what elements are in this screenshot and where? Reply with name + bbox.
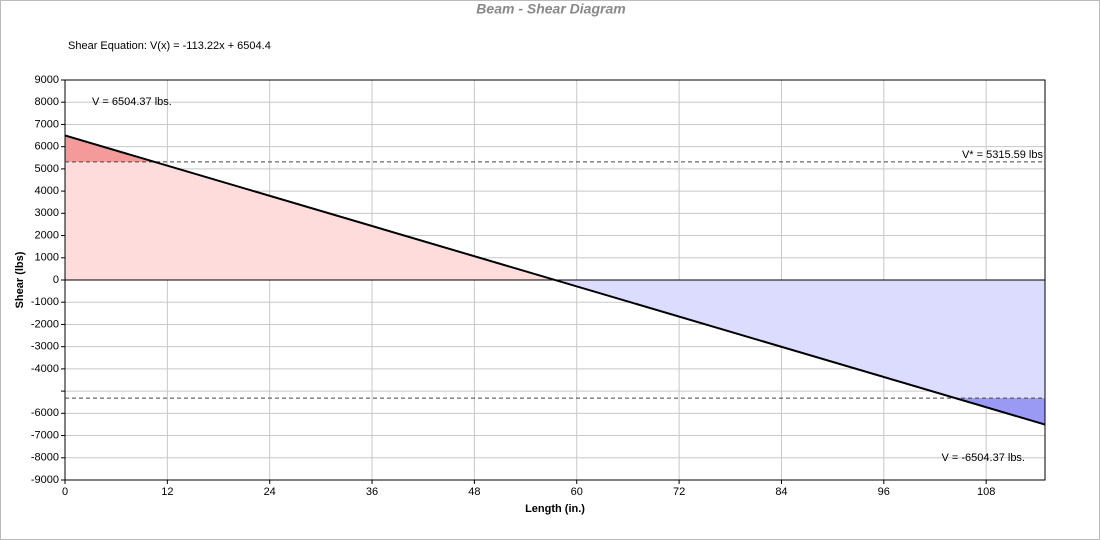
y-tick-label: -8000 [31, 452, 59, 464]
equation: Shear Equation: V(x) = -113.22x + 6504.4 [68, 40, 271, 52]
y-tick-label: -4000 [31, 363, 59, 375]
y-tick-label: -7000 [31, 429, 59, 441]
plot-border [64, 79, 1046, 481]
y-tick-label: 2000 [35, 229, 59, 241]
y-tick-label: -9000 [31, 474, 59, 486]
y-tick-label: 0 [53, 274, 59, 286]
y-tick-label: 7000 [35, 118, 59, 130]
y-tick-label: -3000 [31, 341, 59, 353]
y-tick-label: 9000 [35, 74, 59, 86]
x-axis-title: Length (in.) [525, 503, 585, 515]
x-tick-label: 24 [264, 486, 276, 498]
y-tick-label: 5000 [35, 163, 59, 175]
x-tick-label: 96 [878, 486, 890, 498]
y-tick-label: 3000 [35, 207, 59, 219]
x-tick-label: 60 [571, 486, 583, 498]
x-tick-label: 84 [775, 486, 787, 498]
y-axis-title: Shear (lbs) [14, 251, 26, 308]
x-tick-label: 12 [161, 486, 173, 498]
y-tick-label: 6000 [35, 141, 59, 153]
x-tick-label: 36 [366, 486, 378, 498]
y-tick-label: 4000 [35, 185, 59, 197]
y-tick-label: 8000 [35, 96, 59, 108]
shear-line [64, 134, 1046, 426]
x-tick-label: 72 [673, 486, 685, 498]
y-tick-label: 1000 [35, 252, 59, 264]
x-tick-label: 0 [62, 486, 68, 498]
y-tick-label: -6000 [31, 407, 59, 419]
x-tick-label: 108 [977, 486, 995, 498]
threshold-label: V* = 5315.59 lbs [962, 149, 1044, 161]
chart-title: Beam - Shear Diagram [476, 1, 625, 17]
max-label: V = 6504.37 lbs. [92, 96, 172, 108]
x-tick-label: 48 [468, 486, 480, 498]
y-tick-label: -2000 [31, 318, 59, 330]
y-tick-label: -1000 [31, 296, 59, 308]
min-label: V = -6504.37 lbs. [942, 452, 1025, 464]
